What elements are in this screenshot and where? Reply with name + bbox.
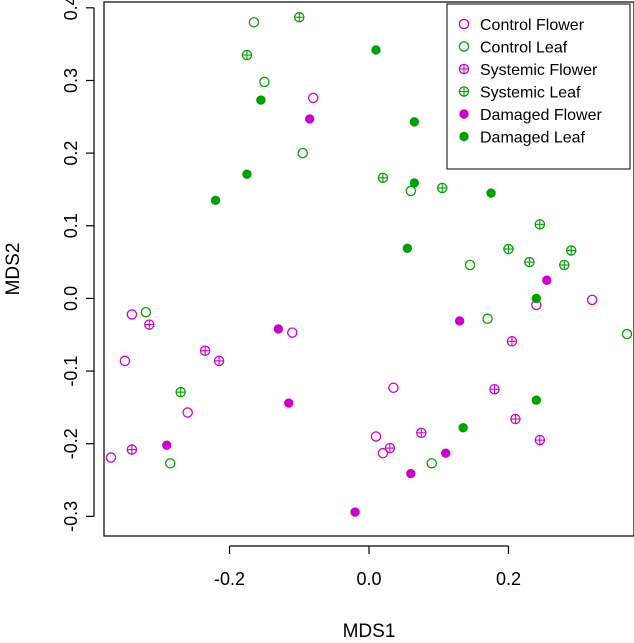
point-control-leaf — [426, 458, 438, 469]
point-systemic-flower — [213, 355, 225, 367]
legend-marker-damaged-leaf — [459, 131, 469, 142]
y-tick-label: 0.1 — [61, 213, 81, 238]
point-damaged-flower — [162, 440, 172, 450]
point-damaged-leaf — [531, 293, 542, 304]
plot-frame — [103, 1, 634, 537]
point-damaged-flower — [305, 114, 315, 124]
point-systemic-leaf — [524, 256, 535, 268]
legend-marker-systemic-flower — [458, 63, 470, 75]
legend-marker-control-leaf — [458, 41, 470, 52]
y-axis-title: MDS2 — [3, 243, 24, 296]
legend-marker-systemic-leaf — [458, 86, 470, 97]
point-systemic-leaf — [559, 259, 570, 271]
point-systemic-leaf — [503, 243, 514, 255]
point-damaged-flower — [284, 398, 294, 408]
point-control-leaf — [464, 259, 476, 271]
data-points — [105, 12, 633, 517]
point-damaged-flower — [350, 507, 360, 517]
point-control-flower — [307, 92, 319, 104]
point-damaged-flower — [542, 275, 552, 285]
point-systemic-leaf — [241, 49, 253, 61]
x-axis: -0.2 0.0 0.2 — [214, 545, 521, 589]
point-systemic-flower — [510, 413, 521, 425]
point-systemic-leaf — [377, 172, 389, 184]
point-damaged-leaf — [402, 243, 413, 253]
point-damaged-leaf — [458, 423, 468, 433]
x-tick-label: -0.2 — [214, 569, 245, 589]
y-tick-label: 0.4 — [61, 0, 81, 20]
point-damaged-leaf — [242, 169, 252, 179]
point-systemic-flower — [126, 444, 138, 455]
y-tick-label: 0.3 — [61, 68, 81, 93]
point-systemic-leaf — [175, 386, 186, 398]
point-systemic-flower — [534, 434, 546, 446]
point-damaged-leaf — [486, 188, 496, 198]
point-systemic-leaf — [565, 245, 577, 256]
point-control-flower — [388, 382, 399, 394]
legend-box — [446, 3, 631, 170]
point-systemic-leaf — [534, 219, 546, 230]
y-tick-label: -0.3 — [61, 501, 81, 532]
point-damaged-leaf — [210, 195, 221, 206]
point-control-leaf — [140, 306, 152, 318]
point-control-leaf — [259, 76, 270, 88]
legend-marker-control-flower — [458, 18, 470, 30]
legend-label-damaged-flower: Damaged Flower — [480, 107, 603, 124]
legend-label-systemic-leaf: Systemic Leaf — [480, 85, 581, 102]
point-damaged-flower — [406, 468, 416, 479]
point-damaged-flower — [454, 316, 465, 326]
point-damaged-leaf — [256, 95, 266, 105]
point-control-flower — [182, 407, 193, 418]
x-axis-title: MDS1 — [343, 621, 396, 642]
legend-label-damaged-leaf: Damaged Leaf — [480, 130, 586, 147]
legend-label-control-leaf: Control Leaf — [480, 40, 568, 57]
point-damaged-flower — [273, 324, 284, 334]
point-control-leaf — [164, 458, 176, 469]
point-systemic-flower — [416, 427, 427, 439]
point-control-flower — [370, 431, 382, 442]
legend-label-systemic-flower: Systemic Flower — [480, 62, 598, 79]
point-control-leaf — [297, 147, 308, 159]
point-damaged-leaf — [531, 395, 542, 405]
point-systemic-leaf — [294, 12, 305, 23]
legend-label-control-flower: Control Flower — [480, 17, 585, 34]
point-systemic-leaf — [436, 182, 448, 194]
x-tick-label: 0.0 — [356, 569, 381, 589]
point-control-leaf — [248, 17, 260, 28]
point-control-leaf — [621, 328, 633, 340]
legend: Control Flower Control Leaf Systemic Flowe… — [446, 3, 631, 170]
point-damaged-flower — [441, 448, 451, 458]
point-control-leaf — [482, 313, 493, 325]
legend-marker-damaged-flower — [459, 109, 469, 119]
point-control-flower — [287, 327, 298, 338]
point-systemic-flower — [144, 319, 155, 330]
y-tick-label: 0.0 — [61, 286, 81, 311]
y-axis: -0.3 -0.2 -0.1 0.0 0.1 0.2 0.3 0.4 — [61, 0, 95, 532]
y-tick-label: 0.2 — [61, 141, 81, 166]
point-systemic-flower — [489, 383, 500, 395]
point-control-flower — [586, 294, 598, 306]
x-tick-label: 0.2 — [496, 569, 521, 589]
y-tick-label: -0.1 — [61, 356, 81, 387]
point-systemic-flower — [506, 336, 518, 347]
point-control-flower — [126, 309, 138, 320]
point-systemic-flower — [199, 345, 211, 356]
point-control-leaf — [405, 185, 417, 197]
point-control-flower — [105, 452, 117, 463]
point-control-flower — [119, 355, 131, 367]
y-tick-label: -0.2 — [61, 428, 81, 459]
point-damaged-leaf — [371, 45, 381, 55]
point-damaged-leaf — [409, 117, 420, 127]
point-damaged-leaf — [409, 178, 420, 188]
point-control-flower — [377, 447, 389, 459]
point-systemic-flower — [384, 442, 396, 454]
